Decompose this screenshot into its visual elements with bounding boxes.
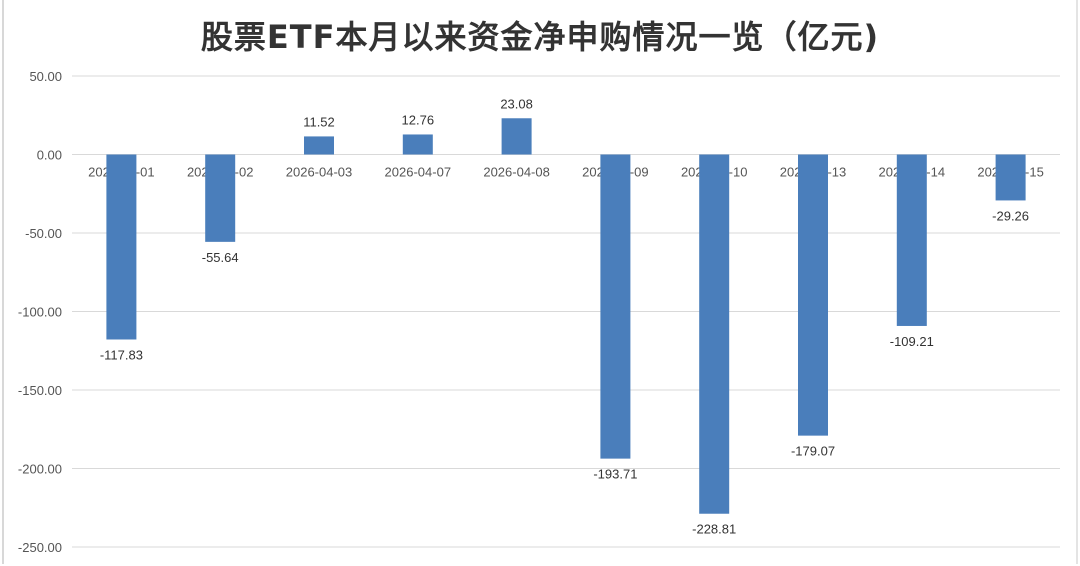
data-label: 12.76 [402, 112, 435, 127]
bar [995, 154, 1026, 201]
y-tick-label: -200.00 [18, 462, 62, 477]
x-tick-label: 2026-04-08 [483, 165, 550, 180]
bar [798, 154, 828, 436]
y-tick-label: -50.00 [25, 226, 62, 241]
data-label: -193.71 [593, 467, 637, 482]
bar [205, 154, 236, 242]
data-label: -117.83 [100, 347, 143, 362]
bar [600, 154, 631, 459]
y-tick-label: -150.00 [18, 383, 62, 398]
data-label: -179.07 [791, 444, 835, 459]
data-label: -228.81 [692, 522, 736, 537]
y-tick-label: 50.00 [29, 69, 62, 84]
chart-title: 股票ETF本月以来资金净申购情况一览（亿元) [200, 18, 880, 56]
bar [106, 154, 137, 340]
data-label: 23.08 [500, 96, 533, 111]
y-tick-label: -250.00 [18, 540, 62, 555]
y-tick-label: 0.00 [37, 148, 62, 163]
bar [402, 134, 433, 155]
data-label: -55.64 [202, 250, 239, 265]
bar [304, 136, 334, 155]
bar [896, 154, 927, 326]
data-label: -109.21 [890, 334, 934, 349]
x-tick-label: 2026-04-07 [385, 165, 452, 180]
bar [501, 118, 532, 155]
bar [699, 154, 730, 514]
x-tick-label: 2026-04-03 [286, 165, 353, 180]
data-label: -29.26 [992, 208, 1029, 223]
y-tick-label: -100.00 [18, 305, 62, 320]
data-label: 11.52 [303, 114, 335, 129]
